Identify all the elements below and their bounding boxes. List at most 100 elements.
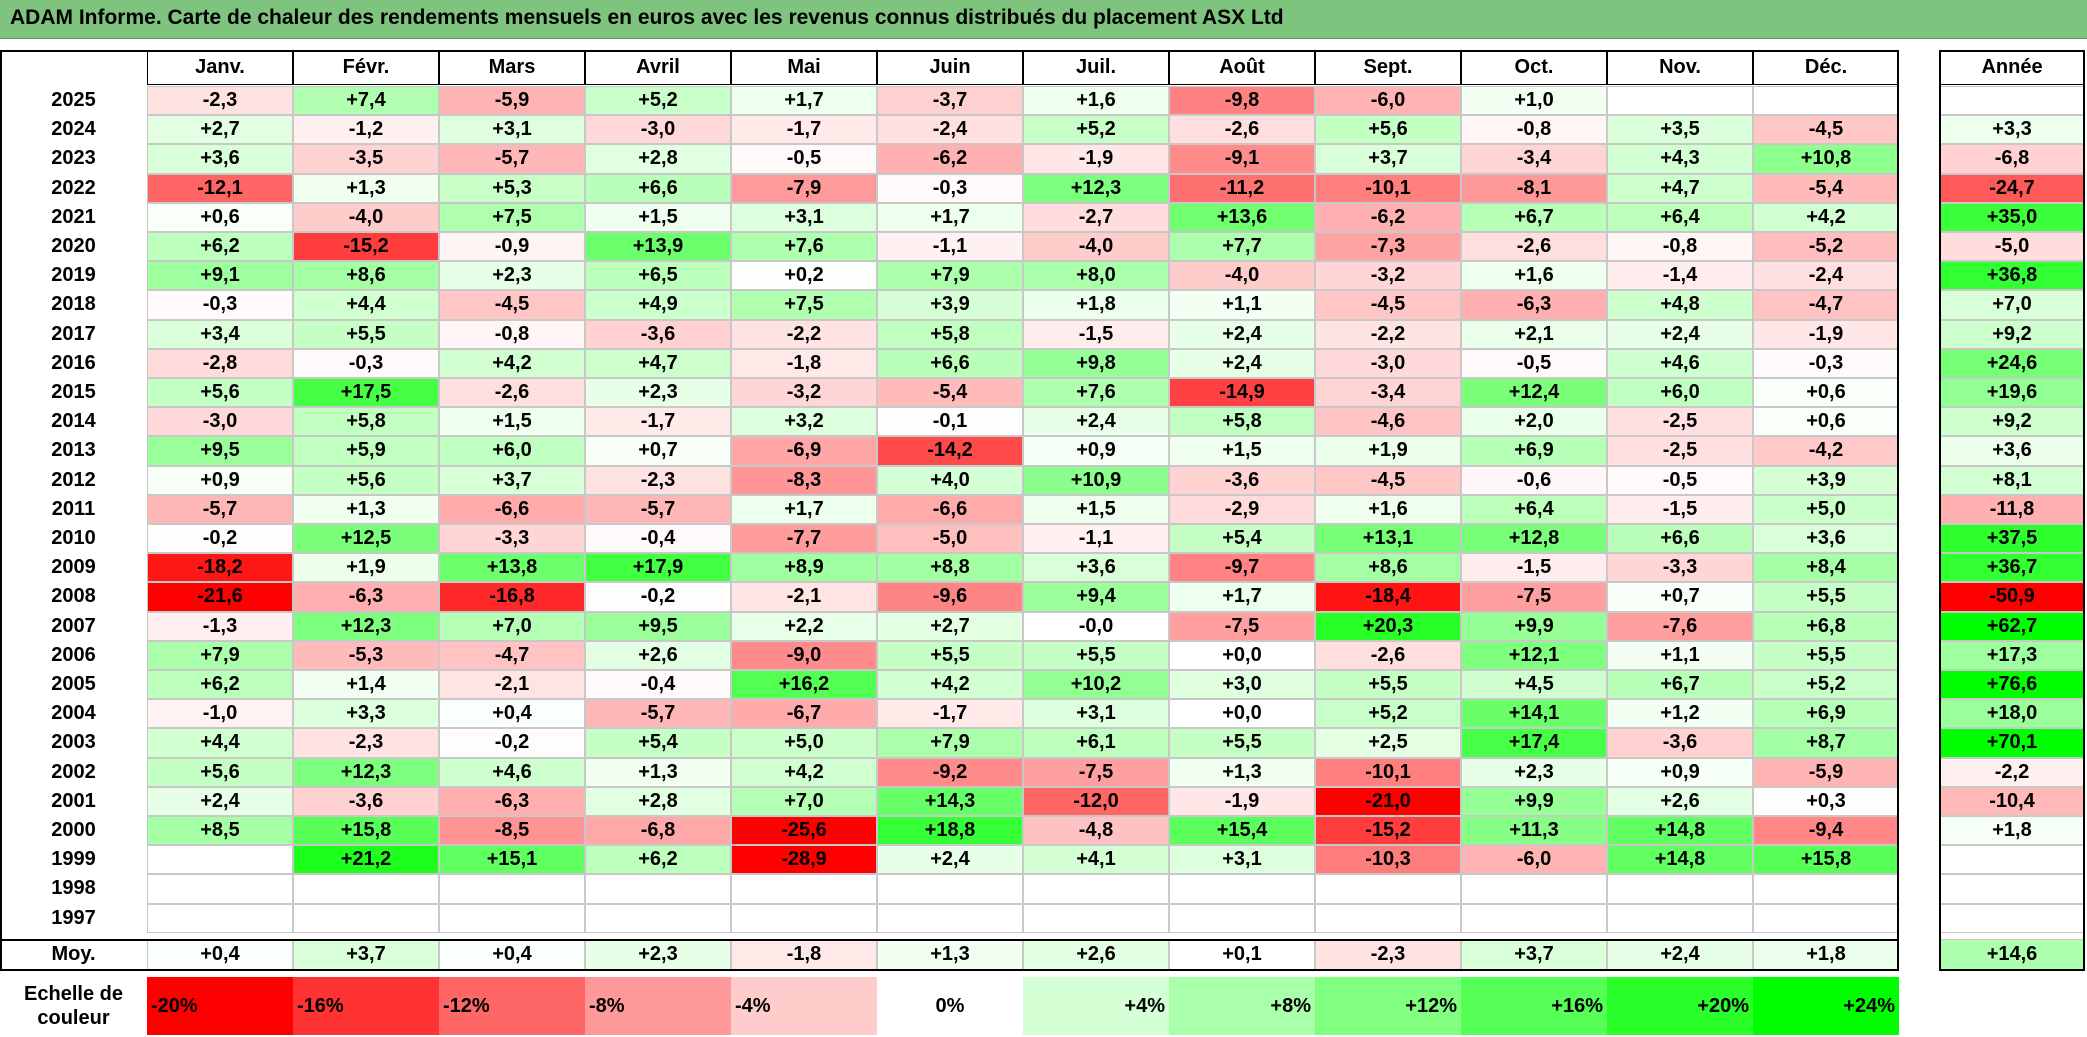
heat-cell: +0,2	[731, 261, 877, 291]
heat-cell: -8,1	[1461, 173, 1607, 203]
year-label: 2012	[51, 468, 96, 491]
color-scale-step: -12%	[439, 977, 585, 1035]
heat-cell: -6,3	[1461, 290, 1607, 320]
year-label: 2025	[51, 89, 96, 112]
heat-cell: +7,9	[147, 640, 293, 670]
year-label: 2011	[51, 497, 96, 520]
heat-cell: +13,1	[1315, 524, 1461, 554]
year-label: 2016	[51, 351, 96, 374]
heat-cell: -6,9	[731, 436, 877, 466]
heat-cell: +5,4	[585, 728, 731, 758]
heat-cell: +14,8	[1607, 845, 1753, 875]
heat-cell: +5,4	[1169, 524, 1315, 554]
heat-cell: -2,8	[147, 348, 293, 378]
heat-cell	[1023, 874, 1169, 904]
heat-cell: +7,5	[439, 202, 585, 232]
heat-cell: -0,3	[293, 348, 439, 378]
heat-cell: +6,9	[1461, 436, 1607, 466]
heat-cell: -3,6	[1607, 728, 1753, 758]
heat-cell: +8,6	[1315, 553, 1461, 583]
heat-cell: +5,9	[293, 436, 439, 466]
annual-cell: +9,2	[1939, 319, 2085, 349]
heat-cell	[147, 903, 293, 933]
heat-cell: -1,9	[1169, 786, 1315, 816]
heat-cell: +4,4	[293, 290, 439, 320]
heat-cell: -9,4	[1753, 816, 1899, 846]
heat-cell: -3,2	[731, 378, 877, 408]
heat-cell: -0,3	[1753, 348, 1899, 378]
month-header: Oct.	[1461, 50, 1607, 85]
heat-cell: +3,5	[1607, 115, 1753, 145]
heat-cell: +8,7	[1753, 728, 1899, 758]
heat-cell: +16,2	[731, 670, 877, 700]
heat-cell: -8,3	[731, 465, 877, 495]
heat-cell: -1,0	[147, 699, 293, 729]
heat-cell: +6,2	[147, 232, 293, 262]
heat-cell: -5,9	[1753, 757, 1899, 787]
heat-cell: +5,6	[1315, 115, 1461, 145]
heat-cell: -5,0	[877, 524, 1023, 554]
heat-cell: +9,5	[147, 436, 293, 466]
year-label: 2001	[51, 789, 96, 812]
heat-cell: -3,4	[1315, 378, 1461, 408]
heat-cell: -0,2	[147, 524, 293, 554]
heat-cell: +12,5	[293, 524, 439, 554]
heat-cell: -2,6	[1461, 232, 1607, 262]
heat-cell: +9,8	[1023, 348, 1169, 378]
heat-cell	[1753, 86, 1899, 116]
heat-cell: -0,2	[585, 582, 731, 612]
heat-cell: +6,6	[1607, 524, 1753, 554]
annual-cell: +37,5	[1939, 524, 2085, 554]
heat-cell: +4,2	[439, 348, 585, 378]
heat-cell: -2,3	[293, 728, 439, 758]
heat-cell: +3,1	[439, 115, 585, 145]
heat-cell: -2,1	[731, 582, 877, 612]
year-label: 2017	[51, 322, 96, 345]
heat-cell: -9,6	[877, 582, 1023, 612]
heat-cell: +5,2	[585, 86, 731, 116]
heat-cell: +1,1	[1607, 640, 1753, 670]
heat-cell: +4,6	[1607, 348, 1753, 378]
heat-cell	[1607, 903, 1753, 933]
heat-cell: +3,6	[147, 144, 293, 174]
heat-cell: -1,9	[1023, 144, 1169, 174]
heat-cell: +0,7	[585, 436, 731, 466]
heat-cell: -3,2	[1315, 261, 1461, 291]
average-cell: -1,8	[731, 938, 877, 971]
heat-cell: +6,4	[1461, 494, 1607, 524]
heat-cell: -2,5	[1607, 436, 1753, 466]
heat-cell: +3,4	[147, 319, 293, 349]
heat-cell: -0,3	[147, 290, 293, 320]
annual-cell	[1939, 86, 2085, 116]
heat-cell: +14,8	[1607, 816, 1753, 846]
heat-cell	[1169, 903, 1315, 933]
heat-cell: -5,7	[585, 699, 731, 729]
color-scale-step: 0%	[877, 977, 1023, 1035]
heat-cell: +0,6	[1753, 378, 1899, 408]
heat-cell: -4,0	[1169, 261, 1315, 291]
heat-cell: +5,8	[1169, 407, 1315, 437]
heat-cell: -28,9	[731, 845, 877, 875]
heat-cell: -0,8	[439, 319, 585, 349]
heat-cell: +4,8	[1607, 290, 1753, 320]
heat-cell: +13,6	[1169, 202, 1315, 232]
heat-cell: +6,9	[1753, 699, 1899, 729]
heat-cell: +5,5	[1753, 582, 1899, 612]
heat-cell: +9,9	[1461, 611, 1607, 641]
heat-cell: -2,2	[731, 319, 877, 349]
heat-cell: +2,3	[585, 378, 731, 408]
heat-cell	[877, 874, 1023, 904]
heat-cell: +2,4	[877, 845, 1023, 875]
heat-cell: -0,4	[585, 670, 731, 700]
heat-cell: +3,6	[1753, 524, 1899, 554]
heat-cell	[1315, 874, 1461, 904]
heat-cell: +1,7	[731, 86, 877, 116]
heat-cell: +8,4	[1753, 553, 1899, 583]
heat-cell: +2,7	[877, 611, 1023, 641]
heat-cell: -14,9	[1169, 378, 1315, 408]
heat-cell: +10,9	[1023, 465, 1169, 495]
heat-cell: +3,1	[731, 202, 877, 232]
heat-cell: -9,1	[1169, 144, 1315, 174]
heat-cell: -5,2	[1753, 232, 1899, 262]
heat-cell: -1,7	[877, 699, 1023, 729]
